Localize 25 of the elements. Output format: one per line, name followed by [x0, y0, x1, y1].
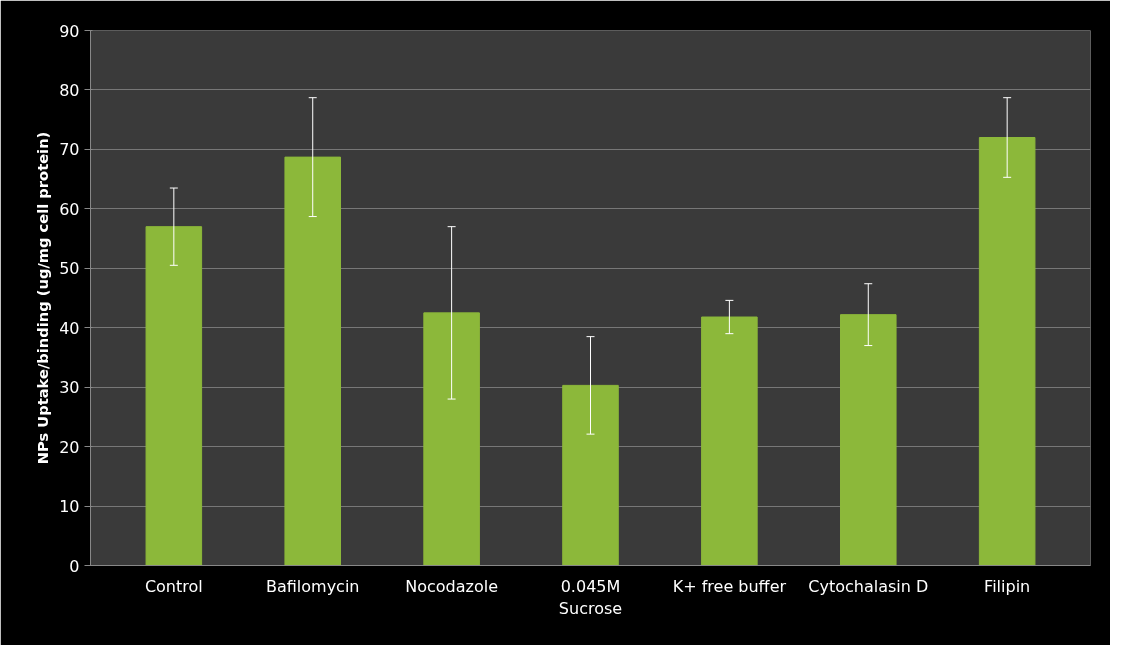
y-tick-label: 70 — [59, 140, 80, 160]
y-tick-label: 50 — [59, 259, 80, 279]
bar — [840, 314, 897, 566]
y-tick-label: 80 — [59, 80, 80, 100]
x-tick-label: Bafilomycin — [265, 576, 360, 596]
y-tick-label: 10 — [59, 497, 80, 517]
x-tick-label: 0.045M Sucrose — [558, 576, 623, 619]
y-tick-label: 40 — [59, 318, 80, 338]
bar — [701, 316, 758, 566]
y-tick-label: 30 — [59, 378, 80, 398]
x-tick-label: Cytochalasin D — [808, 576, 929, 596]
x-tick-label: K+ free buffer — [672, 576, 787, 596]
x-tick-label: Control — [144, 576, 203, 596]
y-tick-label: 0 — [69, 556, 80, 576]
x-tick-label: Nocodazole — [405, 576, 498, 596]
bar — [562, 384, 619, 566]
bar — [423, 312, 480, 566]
y-tick-label: 20 — [59, 437, 80, 457]
bar — [978, 137, 1036, 566]
y-axis-title: NPs Uptake/binding (ug/mg cell protein) — [34, 131, 52, 465]
bar — [145, 226, 203, 566]
y-tick-label: 90 — [59, 21, 80, 41]
y-tick-label: 60 — [59, 199, 80, 219]
bar — [284, 156, 341, 566]
x-tick-label: Filipin — [984, 576, 1031, 596]
